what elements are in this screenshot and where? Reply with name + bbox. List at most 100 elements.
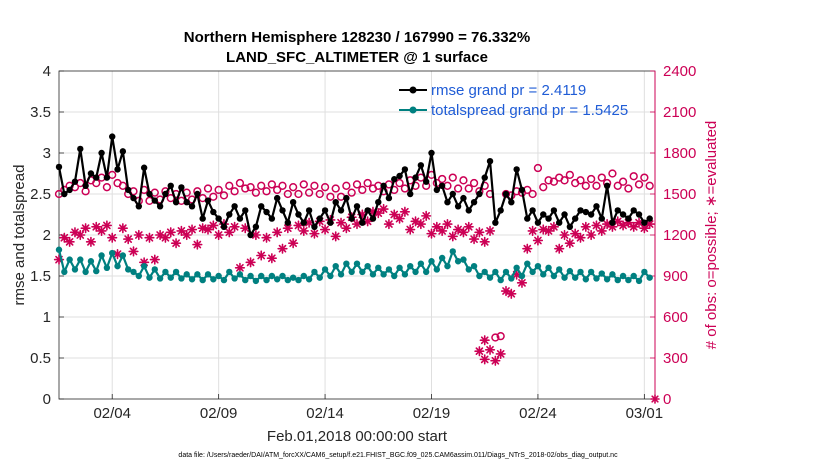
obs-possible-point xyxy=(640,173,649,182)
totalspread-point xyxy=(582,276,590,283)
totalspread-point xyxy=(311,268,318,276)
plot-area xyxy=(53,133,660,404)
totalspread-point xyxy=(593,275,600,282)
rmse-point xyxy=(391,176,398,183)
rmse-point xyxy=(252,223,260,230)
obs-evaluated-point xyxy=(596,225,607,236)
rmse-point xyxy=(465,207,472,214)
rmse-point xyxy=(396,172,403,180)
totalspread-point xyxy=(151,266,158,273)
obs-evaluated-point xyxy=(378,203,389,215)
obs-evaluated-point xyxy=(559,229,570,241)
rmse-point xyxy=(598,215,605,222)
obs-evaluated-point xyxy=(490,355,501,366)
obs-possible-point xyxy=(565,170,575,180)
totalspread-point xyxy=(524,260,531,267)
totalspread-point xyxy=(146,274,153,281)
obs-possible-point xyxy=(230,187,239,196)
rmse-point xyxy=(385,194,393,202)
rmse-point xyxy=(343,194,350,202)
totalspread-point xyxy=(571,274,579,281)
rmse-point xyxy=(236,215,244,222)
totalspread-point xyxy=(215,272,222,280)
totalspread-point xyxy=(444,262,451,270)
totalspread-point xyxy=(422,268,430,276)
legend-rmse-marker xyxy=(409,86,417,94)
obs-evaluated-point xyxy=(298,225,309,236)
y2-tick-label: 2100 xyxy=(663,104,696,121)
obs-possible-point xyxy=(320,183,330,192)
rmse-point xyxy=(449,190,456,198)
rmse-point xyxy=(492,219,499,226)
y2-tick-label: 300 xyxy=(663,350,688,367)
obs-evaluated-point xyxy=(405,224,416,235)
rmse-point xyxy=(375,199,382,206)
chart-subtitle: LAND_SFC_ALTIMETER @ 1 surface xyxy=(226,49,488,66)
rmse-point xyxy=(273,194,281,202)
obs-possible-point xyxy=(576,176,585,185)
rmse-point xyxy=(614,207,621,214)
obs-evaluated-point xyxy=(383,218,395,230)
obs-evaluated-point xyxy=(123,234,134,245)
obs-evaluated-point xyxy=(176,225,187,236)
y-tick-label: 3 xyxy=(43,145,51,162)
totalspread-point xyxy=(140,262,148,270)
totalspread-point xyxy=(641,268,648,276)
obs-possible-point xyxy=(437,174,447,184)
totalspread-point xyxy=(545,264,552,271)
totalspread-point xyxy=(332,262,339,270)
obs-possible-point xyxy=(358,185,367,195)
rmse-point xyxy=(497,207,504,214)
rmse-point xyxy=(247,231,254,239)
obs-evaluated-point xyxy=(479,236,490,247)
obs-evaluated-point xyxy=(266,253,277,264)
rmse-point xyxy=(603,182,611,189)
totalspread-point xyxy=(268,272,276,280)
rmse-point xyxy=(380,182,387,189)
x-tick-label: 02/19 xyxy=(413,405,451,422)
totalspread-point xyxy=(305,276,313,283)
rmse-point xyxy=(454,203,462,210)
y2-tick-label: 0 xyxy=(663,391,671,408)
obs-possible-point xyxy=(304,188,314,197)
totalspread-point xyxy=(231,275,238,282)
rmse-point xyxy=(82,182,89,189)
obs-outlier-point xyxy=(479,335,490,346)
rmse-point xyxy=(194,190,201,198)
rmse-point xyxy=(215,215,222,222)
totalspread-point xyxy=(465,266,472,273)
totalspread-point xyxy=(204,271,212,278)
totalspread-point xyxy=(77,256,84,263)
totalspread-point xyxy=(300,272,307,280)
totalspread-point xyxy=(497,276,504,284)
obs-evaluated-point xyxy=(229,221,240,232)
rmse-point xyxy=(178,184,185,191)
obs-possible-point xyxy=(283,189,292,199)
obs-outlier-point xyxy=(479,354,490,365)
rmse-point xyxy=(428,149,435,157)
obs-possible-point xyxy=(586,174,596,184)
totalspread-point xyxy=(486,274,494,281)
totalspread-point xyxy=(353,260,361,267)
rmse-point xyxy=(481,174,488,181)
totalspread-point xyxy=(417,260,425,267)
totalspread-point xyxy=(295,276,302,284)
rmse-point xyxy=(55,163,63,171)
y-tick-label: 0.5 xyxy=(30,350,51,367)
y2-tick-label: 1800 xyxy=(663,145,696,162)
totalspread-point xyxy=(476,272,483,280)
rmse-point xyxy=(231,203,238,210)
rmse-point xyxy=(87,170,95,177)
rmse-point xyxy=(295,211,302,218)
rmse-point xyxy=(98,149,105,157)
rmse-point xyxy=(641,219,648,226)
obs-evaluated-point xyxy=(59,232,70,243)
rmse-point xyxy=(534,219,542,226)
obs-evaluated-point xyxy=(554,243,565,254)
totalspread-point xyxy=(98,252,105,259)
obs-possible-point xyxy=(331,184,340,193)
rmse-point xyxy=(199,215,206,222)
rmse-point xyxy=(566,223,574,230)
obs-possible-point xyxy=(581,181,590,190)
obs-evaluated-point xyxy=(107,232,118,243)
